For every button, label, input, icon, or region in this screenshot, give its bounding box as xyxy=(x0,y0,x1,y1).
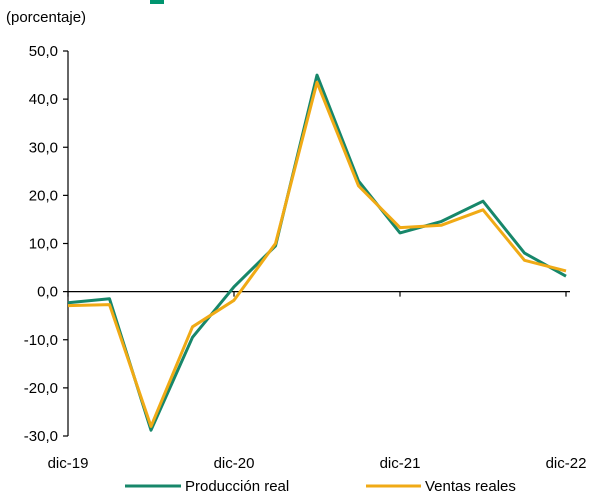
y-tick-label: -20,0 xyxy=(24,380,58,397)
x-tick-label: dic-21 xyxy=(380,455,421,472)
series-lines xyxy=(67,73,567,432)
legend-label-ventas-reales: Ventas reales xyxy=(425,478,516,495)
y-tick-label: 0,0 xyxy=(37,284,58,301)
series-line-ventas-reales xyxy=(67,80,567,428)
y-tick-label: -30,0 xyxy=(24,428,58,445)
legend: Producción real Ventas reales xyxy=(125,478,516,495)
series-line-produccion-real xyxy=(67,73,567,432)
y-tick-label: 50,0 xyxy=(29,43,58,60)
title-remnant xyxy=(0,0,595,4)
y-tick-label: 30,0 xyxy=(29,139,58,156)
y-axis-tick-labels: 50,0 40,0 30,0 20,0 10,0 0,0 -10,0 -20,0 -30,0 xyxy=(24,43,58,445)
y-tick-label: 40,0 xyxy=(29,91,58,108)
y-tick-label: 20,0 xyxy=(29,187,58,204)
y-tick-label: -10,0 xyxy=(24,332,58,349)
x-tick-label: dic-19 xyxy=(48,455,89,472)
axes xyxy=(63,50,570,437)
y-tick-label: 10,0 xyxy=(29,236,58,253)
x-tick-label: dic-20 xyxy=(214,455,255,472)
x-axis-tick-labels: dic-19 dic-20 dic-21 dic-22 xyxy=(48,455,587,472)
x-tick-label: dic-22 xyxy=(546,455,587,472)
legend-label-produccion-real: Producción real xyxy=(185,478,289,495)
y-unit-label: (porcentaje) xyxy=(6,9,87,26)
